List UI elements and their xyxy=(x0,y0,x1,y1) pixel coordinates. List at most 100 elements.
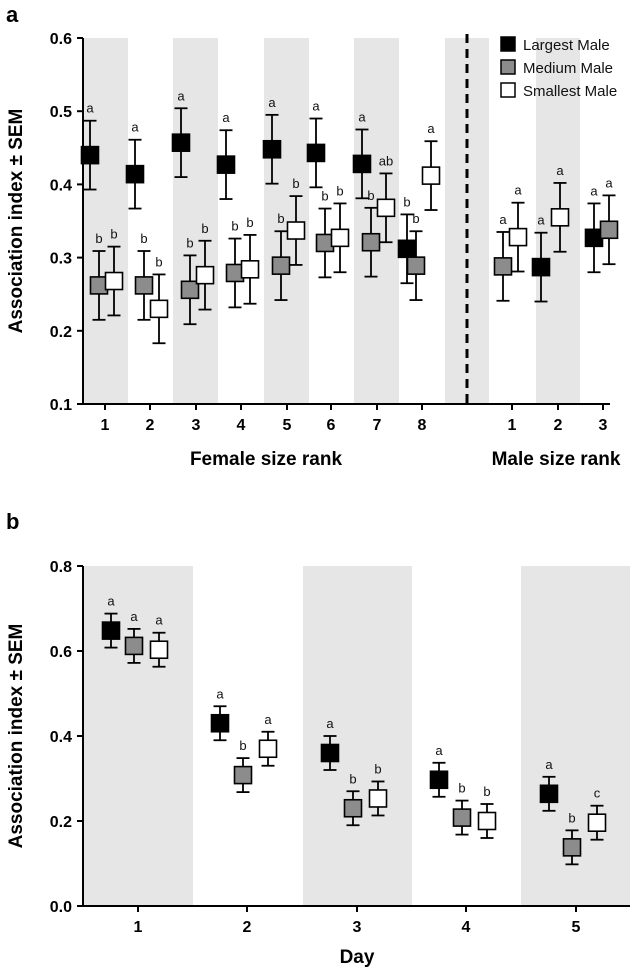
point-largest-male-marker xyxy=(101,621,121,640)
x-tick-label: 2 xyxy=(554,417,563,434)
point-medium-male-sig-label: b xyxy=(568,810,575,825)
point-largest-male-sig-label: b xyxy=(403,194,410,209)
point-smallest-male-sig-label: a xyxy=(427,121,435,136)
y-tick-label: 0.8 xyxy=(50,559,72,576)
point-largest-male-marker xyxy=(210,713,230,733)
y-tick-label: 0.6 xyxy=(50,644,72,661)
point-largest-male-marker xyxy=(171,133,191,152)
point-medium-male-sig-label: b xyxy=(321,189,328,204)
point-smallest-male-sig-label: b xyxy=(246,215,253,230)
point-medium-male-sig-label: b xyxy=(239,738,246,753)
point-largest-male-marker xyxy=(125,164,145,184)
point-medium-male-sig-label: b xyxy=(367,188,374,203)
point-medium-male-marker xyxy=(343,798,363,818)
point-largest-male-sig-label: a xyxy=(107,594,115,609)
point-largest-male-sig-label: a xyxy=(177,88,185,103)
point-smallest-male-marker xyxy=(240,260,260,279)
y-tick-label: 0.2 xyxy=(50,324,72,341)
point-medium-male-sig-label: a xyxy=(130,609,138,624)
y-tick-label: 0.3 xyxy=(50,251,72,268)
panel-a-y-ticks: 0.1 0.2 0.3 0.4 0.5 0.6 xyxy=(50,31,83,414)
point-smallest-male-marker xyxy=(258,739,278,759)
legend-swatch-smallest xyxy=(500,82,516,98)
legend: Largest Male Medium Male Smallest Male xyxy=(500,36,617,100)
point-largest-male-marker xyxy=(216,155,236,174)
point-largest-male-sig-label: a xyxy=(131,120,139,135)
x-tick-label: 2 xyxy=(146,417,155,434)
point-smallest-male-marker xyxy=(149,640,169,660)
point-largest-male-sig-label: a xyxy=(358,110,366,125)
point-smallest-male-sig-label: b xyxy=(374,761,381,776)
x-tick-label: 4 xyxy=(462,919,471,936)
point-largest-male-marker xyxy=(352,154,372,174)
point-largest-male-sig-label: a xyxy=(326,716,334,731)
point-smallest-male-marker xyxy=(421,166,441,185)
point-medium-male-marker xyxy=(452,808,472,827)
x-tick-label: 4 xyxy=(237,417,246,434)
point-medium-male-marker xyxy=(493,257,513,276)
point-smallest-male-marker xyxy=(508,227,528,247)
shade-band xyxy=(264,38,309,404)
point-largest-male-marker xyxy=(306,143,326,163)
point-smallest-male-marker xyxy=(368,789,388,808)
point-smallest-male-sig-label: a xyxy=(155,613,163,628)
y-tick-label: 0.0 xyxy=(50,899,72,916)
point-smallest-male-sig-label: b xyxy=(110,227,117,242)
panel-b-x-axis-title: Day xyxy=(340,947,375,968)
x-tick-label: 1 xyxy=(508,417,517,434)
x-tick-label: 2 xyxy=(243,919,252,936)
point-smallest-male-marker xyxy=(587,813,607,833)
shade-band xyxy=(303,566,412,906)
point-medium-male-sig-label: a xyxy=(605,175,613,190)
point-largest-male-sig-label: a xyxy=(545,757,553,772)
point-largest-male-marker xyxy=(531,257,551,277)
shade-band xyxy=(83,38,128,404)
x-tick-label: 8 xyxy=(418,417,427,434)
point-medium-male-sig-label: b xyxy=(349,771,356,786)
point-medium-male-sig-label: b xyxy=(412,211,419,226)
shade-band xyxy=(173,38,218,404)
x-tick-label: 3 xyxy=(353,919,362,936)
point-medium-male-sig-label: b xyxy=(140,231,147,246)
x-tick-label: 3 xyxy=(192,417,201,434)
point-smallest-male-marker xyxy=(195,265,215,285)
point-medium-male-marker xyxy=(180,280,200,300)
legend-swatch-medium xyxy=(500,59,516,75)
panel-a-y-axis-title: Association index ± SEM xyxy=(6,109,27,334)
panel-b-shading xyxy=(83,566,630,906)
legend-label-smallest: Smallest Male xyxy=(523,83,617,100)
legend-label-medium: Medium Male xyxy=(523,60,613,77)
point-largest-male-marker xyxy=(429,770,449,790)
point-medium-male-sig-label: b xyxy=(458,781,465,796)
point-medium-male-sig-label: b xyxy=(95,231,102,246)
point-smallest-male-marker xyxy=(376,198,396,218)
x-tick-label: 5 xyxy=(572,919,581,936)
point-medium-male-sig-label: b xyxy=(231,219,238,234)
y-tick-label: 0.2 xyxy=(50,814,72,831)
panel-b-y-ticks: 0.0 0.2 0.4 0.6 0.8 xyxy=(50,559,83,916)
point-largest-male-marker xyxy=(320,743,340,763)
point-smallest-male-marker xyxy=(104,271,124,291)
y-tick-label: 0.5 xyxy=(50,104,72,121)
point-largest-male-sig-label: a xyxy=(222,110,230,125)
point-smallest-male-sig-label: b xyxy=(483,784,490,799)
panel-b-y-axis-title: Association index ± SEM xyxy=(6,624,27,849)
point-smallest-male-sig-label: ab xyxy=(379,153,393,168)
panel-b-x-ticks: 1 2 3 4 5 xyxy=(134,906,581,936)
point-medium-male-marker xyxy=(271,256,291,275)
point-smallest-male-sig-label: a xyxy=(264,712,272,727)
point-largest-male-sig-label: a xyxy=(312,99,320,114)
point-medium-male-marker xyxy=(233,765,253,785)
y-tick-label: 0.4 xyxy=(50,729,72,746)
y-tick-label: 0.6 xyxy=(50,31,72,48)
panel-a-x-ticks: 1 2 3 4 5 6 7 8 1 2 3 xyxy=(101,404,608,434)
point-medium-male-marker xyxy=(361,232,381,252)
point-smallest-male-marker xyxy=(286,221,306,240)
panel-a-letter: a xyxy=(6,2,19,27)
point-largest-male-sig-label: a xyxy=(435,743,443,758)
point-medium-male-marker xyxy=(599,220,619,240)
point-smallest-male-sig-label: b xyxy=(292,176,299,191)
point-smallest-male-sig-label: b xyxy=(336,183,343,198)
